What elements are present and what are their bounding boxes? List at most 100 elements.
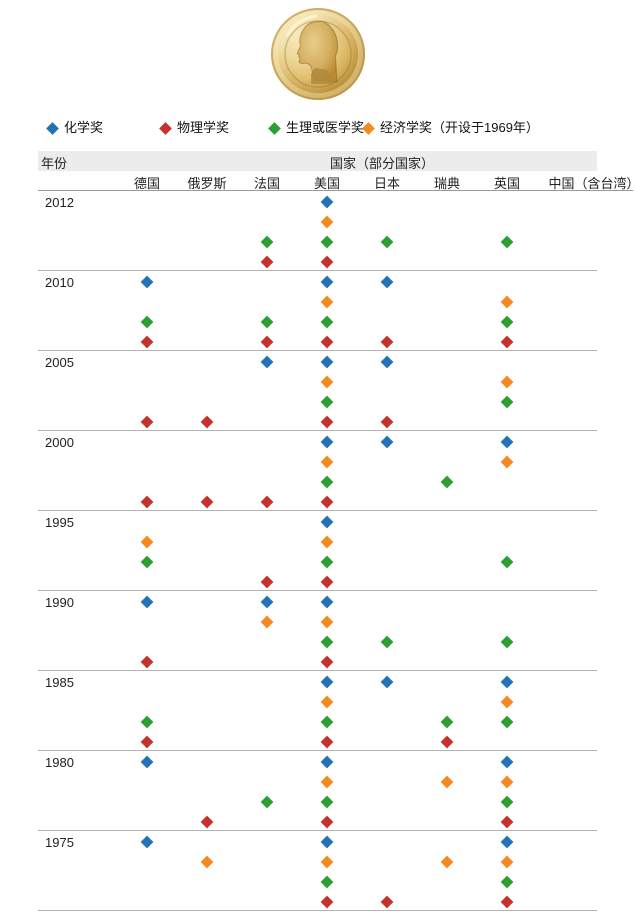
economics-mark-2012 [320, 215, 334, 229]
legend-item-physics: 物理学奖 [159, 120, 230, 136]
medicine-mark-2012 [500, 235, 514, 249]
medicine-mark-2010 [260, 315, 274, 329]
year-label-1985: 1985 [45, 675, 74, 690]
year-label-2005: 2005 [45, 355, 74, 370]
economics-mark-1980 [320, 775, 334, 789]
economics-mark-1975 [320, 855, 334, 869]
legend-item-economics: 经济学奖（开设于1969年） [362, 120, 539, 136]
physics-mark-2010 [260, 335, 274, 349]
medicine-mark-2010 [500, 315, 514, 329]
legend-label-economics: 经济学奖（开设于1969年） [380, 120, 539, 135]
economics-mark-1975 [440, 855, 454, 869]
physics-mark-2000 [320, 495, 334, 509]
chemistry-mark-1980 [320, 755, 334, 769]
physics-mark-1975 [500, 895, 514, 909]
physics-mark-1985 [140, 735, 154, 749]
physics-mark-1985 [320, 735, 334, 749]
chemistry-mark-1995 [320, 515, 334, 529]
year-block-2010: 2010 [38, 271, 597, 351]
medicine-mark-2000 [440, 475, 454, 489]
legend-label-medicine: 生理或医学奖 [286, 120, 365, 135]
year-label-1975: 1975 [45, 835, 74, 850]
economics-mark-2010 [500, 295, 514, 309]
economics-mark-2000 [500, 455, 514, 469]
legend-item-medicine: 生理或医学奖 [268, 120, 365, 136]
year-block-2000: 2000 [38, 431, 597, 511]
economics-mark-1995 [320, 535, 334, 549]
chemistry-mark-1980 [140, 755, 154, 769]
medicine-mark-1975 [500, 875, 514, 889]
chemistry-mark-2012 [320, 195, 334, 209]
physics-mark-2005 [320, 415, 334, 429]
medicine-mark-1985 [320, 715, 334, 729]
year-block-1985: 1985 [38, 671, 597, 751]
column-label-0: 德国 [133, 176, 160, 191]
physics-mark-1980 [200, 815, 214, 829]
year-block-1995: 1995 [38, 511, 597, 591]
chemistry-mark-2000 [500, 435, 514, 449]
physics-mark-2012 [320, 255, 334, 269]
physics-mark-2000 [140, 495, 154, 509]
medicine-mark-1980 [500, 795, 514, 809]
medicine-mark-2000 [320, 475, 334, 489]
year-label-2010: 2010 [45, 275, 74, 290]
economics-mark-2000 [320, 455, 334, 469]
economics-mark-1985 [500, 695, 514, 709]
physics-mark-2005 [200, 415, 214, 429]
chemistry-mark-2010 [380, 275, 394, 289]
medicine-mark-1995 [500, 555, 514, 569]
physics-mark-1990 [140, 655, 154, 669]
chemistry-mark-2000 [380, 435, 394, 449]
physics-mark-2010 [380, 335, 394, 349]
physics-mark-2012 [260, 255, 274, 269]
column-label-7: 中国（含台湾） [548, 176, 635, 191]
year-block-1990: 1990 [38, 591, 597, 671]
physics-mark-1985 [440, 735, 454, 749]
chemistry-mark-1985 [320, 675, 334, 689]
economics-mark-1995 [140, 535, 154, 549]
economics-mark-1980 [500, 775, 514, 789]
year-label-2000: 2000 [45, 435, 74, 450]
economics-mark-1990 [320, 615, 334, 629]
physics-mark-2000 [200, 495, 214, 509]
physics-mark-2005 [380, 415, 394, 429]
medicine-mark-1995 [140, 555, 154, 569]
column-label-1: 俄罗斯 [187, 176, 227, 191]
year-block-2005: 2005 [38, 351, 597, 431]
nobel-medal-image [271, 8, 365, 100]
economics-mark-1985 [320, 695, 334, 709]
medicine-mark-1975 [320, 875, 334, 889]
economics-mark-1990 [260, 615, 274, 629]
physics-mark-1975 [380, 895, 394, 909]
physics-mark-1990 [320, 655, 334, 669]
year-block-1980: 1980 [38, 751, 597, 831]
legend-label-chemistry: 化学奖 [64, 120, 104, 135]
year-label-1990: 1990 [45, 595, 74, 610]
chemistry-mark-2005 [260, 355, 274, 369]
physics-mark-2010 [140, 335, 154, 349]
physics-mark-1995 [320, 575, 334, 589]
medicine-mark-1985 [500, 715, 514, 729]
chemistry-mark-1985 [500, 675, 514, 689]
chemistry-mark-1975 [320, 835, 334, 849]
medicine-mark-2012 [260, 235, 274, 249]
chemistry-mark-2005 [380, 355, 394, 369]
legend-label-physics: 物理学奖 [177, 120, 230, 135]
nobel-profile-icon [284, 14, 352, 88]
medicine-mark-1980 [260, 795, 274, 809]
economics-mark-2005 [500, 375, 514, 389]
economics-diamond-icon [362, 121, 375, 135]
physics-mark-2005 [140, 415, 154, 429]
chemistry-mark-1975 [500, 835, 514, 849]
chemistry-mark-2000 [320, 435, 334, 449]
medicine-mark-1985 [440, 715, 454, 729]
chemistry-mark-1990 [320, 595, 334, 609]
column-label-4: 日本 [373, 176, 400, 191]
year-label-1995: 1995 [45, 515, 74, 530]
economics-mark-1975 [500, 855, 514, 869]
medicine-mark-1990 [320, 635, 334, 649]
year-label-1980: 1980 [45, 755, 74, 770]
medicine-mark-2005 [500, 395, 514, 409]
year-block-1975: 1975 [38, 831, 597, 911]
